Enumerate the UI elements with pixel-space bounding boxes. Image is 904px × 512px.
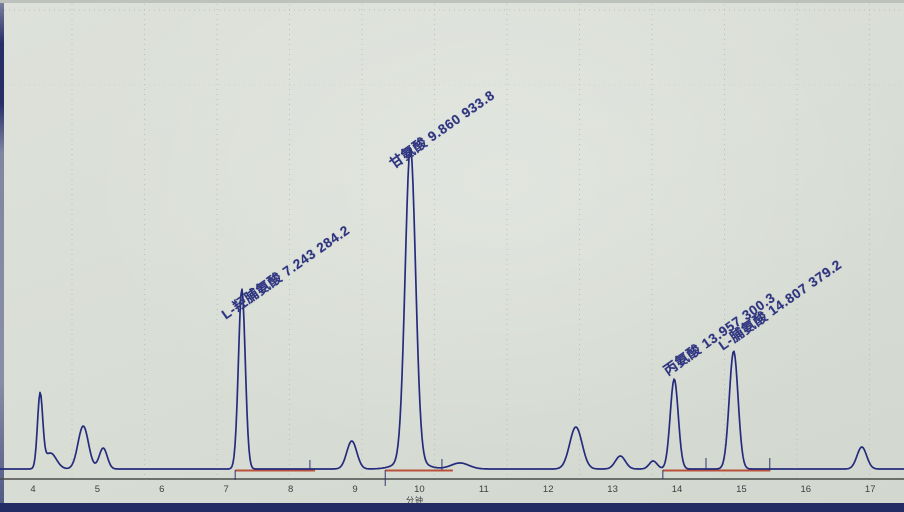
svg-text:8: 8 (288, 484, 293, 495)
svg-text:15: 15 (736, 484, 747, 495)
svg-text:11: 11 (479, 484, 489, 495)
svg-text:5: 5 (95, 484, 100, 495)
svg-text:13: 13 (607, 484, 618, 495)
svg-text:10: 10 (414, 484, 425, 495)
svg-text:17: 17 (865, 484, 876, 495)
svg-text:14: 14 (672, 484, 683, 495)
svg-text:4: 4 (30, 484, 35, 495)
top-edge-shadow (0, 0, 904, 3)
svg-text:9: 9 (352, 484, 357, 495)
svg-text:12: 12 (543, 484, 554, 495)
svg-text:6: 6 (159, 484, 164, 495)
x-axis-unit-label: 分钟 (406, 496, 424, 505)
left-edge-strip (0, 3, 4, 504)
svg-text:16: 16 (801, 484, 812, 495)
bottom-screen-bar (0, 503, 904, 512)
svg-text:7: 7 (224, 484, 229, 495)
